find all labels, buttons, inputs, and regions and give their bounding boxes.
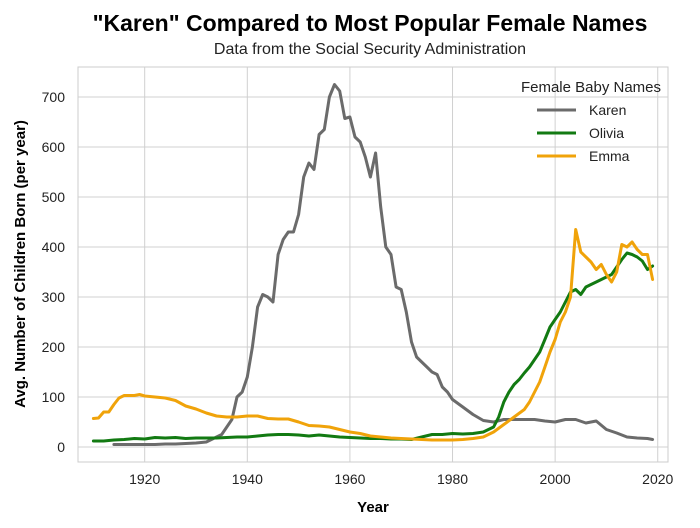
x-tick-label: 1960 [334,471,365,487]
y-tick-label: 300 [42,289,66,305]
chart-subtitle: Data from the Social Security Administra… [214,41,526,58]
x-tick-label: 1980 [437,471,468,487]
y-tick-label: 100 [42,389,66,405]
legend-label-olivia: Olivia [589,125,624,141]
tick-labels: 1920 1940 1960 1980 2000 2020 0 100 200 300 400 500… [42,89,674,487]
y-tick-label: 700 [42,89,66,105]
y-axis-label: Avg. Number of Children Born (per year) [12,120,29,408]
plot-area [77,66,669,463]
series-line-emma [91,228,655,442]
legend-label-emma: Emma [589,148,630,164]
y-tick-label: 0 [57,439,65,455]
x-tick-label: 2000 [540,471,571,487]
chart-title: "Karen" Compared to Most Popular Female … [93,10,648,36]
y-tick-label: 200 [42,339,66,355]
legend-title: Female Baby Names [521,79,661,96]
y-tick-label: 600 [42,139,66,155]
series-line-karen [112,83,655,446]
gridlines [78,67,668,462]
y-tick-label: 400 [42,239,66,255]
legend-label-karen: Karen [589,102,626,118]
y-tick-label: 500 [42,189,66,205]
x-tick-label: 1920 [129,471,160,487]
series-lines [91,83,655,446]
x-tick-label: 1940 [232,471,263,487]
x-axis-label: Year [357,499,389,516]
x-tick-label: 2020 [642,471,673,487]
series-line-olivia [91,251,655,443]
legend: Female Baby Names Karen Olivia Emma [521,79,661,164]
